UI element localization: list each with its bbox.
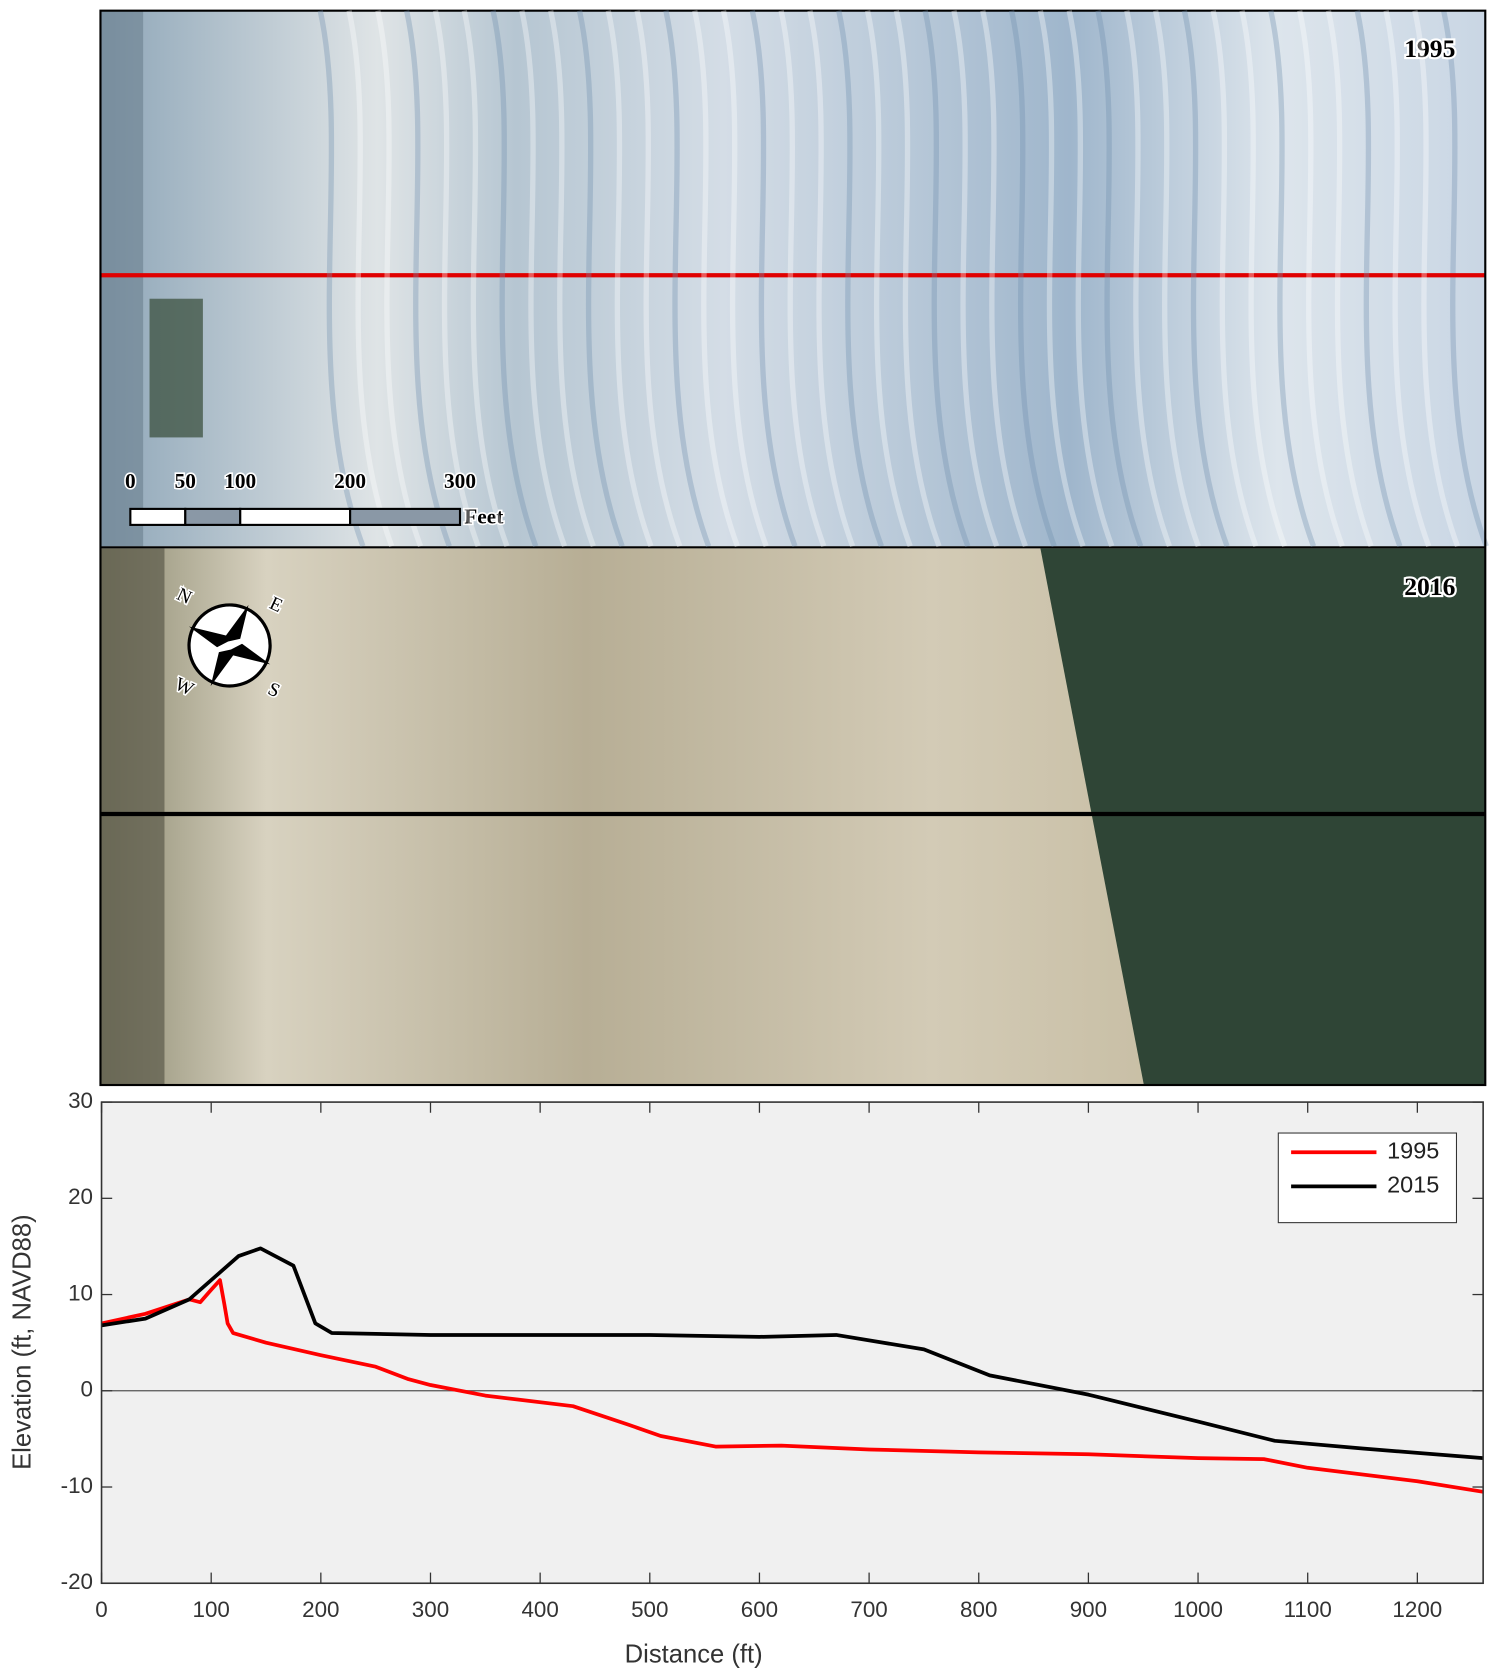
shore-strip	[100, 10, 144, 547]
y-tick-label: -10	[61, 1473, 93, 1498]
compass-star-inner	[199, 634, 260, 657]
x-tick-label: 0	[95, 1597, 107, 1622]
x-tick-label: 200	[302, 1597, 339, 1622]
vegetation	[149, 298, 203, 438]
wave-stripe	[1412, 10, 1461, 548]
series-line	[101, 1246, 1484, 1461]
wave-stripe	[1066, 10, 1115, 548]
y-tick-label: 0	[81, 1377, 93, 1402]
x-tick-label: 700	[850, 1597, 887, 1622]
scale-segment	[184, 507, 242, 526]
y-tick-label: 10	[68, 1280, 93, 1305]
wave-stripe	[432, 10, 481, 548]
series-line	[101, 1278, 1484, 1494]
wave-stripe	[317, 10, 366, 548]
y-tick-label: 30	[68, 1088, 93, 1113]
wave-stripe	[1239, 10, 1288, 548]
scale-tick-label: 50	[175, 469, 196, 493]
wave-stripe	[1124, 10, 1172, 548]
scale-tick-label: 300	[444, 469, 476, 493]
scale-segment	[349, 507, 462, 526]
wave-stripe	[346, 10, 395, 548]
image-year: 1995	[1404, 34, 1455, 63]
wave-stripe	[1181, 10, 1230, 548]
x-tick-label: 600	[741, 1597, 778, 1622]
image-year: 2016	[1404, 572, 1455, 601]
wave-stripe	[951, 10, 1000, 548]
scale-unit: Feet	[464, 504, 504, 528]
x-tick-label: 100	[193, 1597, 230, 1622]
compass-rose	[187, 603, 272, 688]
scale-tick-label: 0	[125, 469, 136, 493]
y-tick-label: -20	[61, 1569, 93, 1594]
wave-stripe	[692, 10, 740, 548]
wave-stripe	[634, 10, 683, 548]
wave-stripe	[375, 10, 424, 548]
x-tick-label: 900	[1070, 1597, 1107, 1622]
wave-stripe	[1095, 10, 1144, 548]
legend-box	[1277, 1132, 1458, 1224]
aerial-1995	[100, 10, 1486, 547]
wave-stripe	[807, 10, 856, 548]
wave-stripe	[1354, 10, 1403, 548]
wave-stripe	[1008, 10, 1057, 548]
x-tick-label: 300	[412, 1597, 449, 1622]
wave-stripe	[576, 10, 625, 548]
scale-segment	[239, 507, 352, 526]
x-axis-label: Distance (ft)	[625, 1641, 763, 1669]
wave-stripe	[1210, 10, 1259, 548]
x-tick-label: 1200	[1392, 1597, 1442, 1622]
legend-label: 1995	[1387, 1137, 1439, 1163]
wave-stripe	[864, 10, 913, 548]
wave-stripe	[1037, 10, 1086, 548]
houses-strip	[100, 548, 165, 1086]
x-tick-label: 1000	[1173, 1597, 1223, 1622]
plot-area	[101, 1102, 1484, 1584]
wave-stripe	[663, 10, 712, 548]
y-tick-label: 20	[68, 1184, 93, 1209]
x-tick-label: 500	[631, 1597, 668, 1622]
wave-stripe	[548, 10, 596, 548]
wave-stripe	[404, 10, 452, 548]
x-tick-label: 400	[521, 1597, 558, 1622]
wave-stripe	[893, 10, 942, 548]
wave-stripe	[1441, 10, 1489, 548]
wave-stripe	[490, 10, 539, 548]
wave-stripe	[461, 10, 510, 548]
wave-stripe	[1325, 10, 1374, 548]
wave-stripe	[605, 10, 654, 548]
scale-tick-label: 100	[224, 469, 256, 493]
scale-tick-label: 200	[334, 469, 366, 493]
scale-segment	[129, 507, 187, 526]
wave-stripe	[836, 10, 884, 548]
x-tick-label: 1100	[1284, 1597, 1332, 1622]
wave-stripe	[922, 10, 971, 548]
wave-stripe	[980, 10, 1028, 548]
wave-stripe	[1383, 10, 1432, 548]
x-tick-label: 800	[960, 1597, 997, 1622]
wave-stripe	[720, 10, 769, 548]
wave-stripe	[1153, 10, 1201, 548]
ocean	[1040, 548, 1486, 1086]
legend-label: 2015	[1387, 1172, 1439, 1198]
wave-stripe	[519, 10, 568, 548]
wave-stripe	[1297, 10, 1345, 548]
wave-stripe	[1268, 10, 1317, 548]
plot-frame	[100, 1101, 1484, 1585]
wave-stripe	[778, 10, 827, 548]
aerial-images: N E S W 1995 2016 Feet	[99, 9, 1489, 1087]
wave-stripe	[749, 10, 798, 548]
y-axis-label: Elevation (ft, NAVD88)	[8, 1214, 36, 1470]
